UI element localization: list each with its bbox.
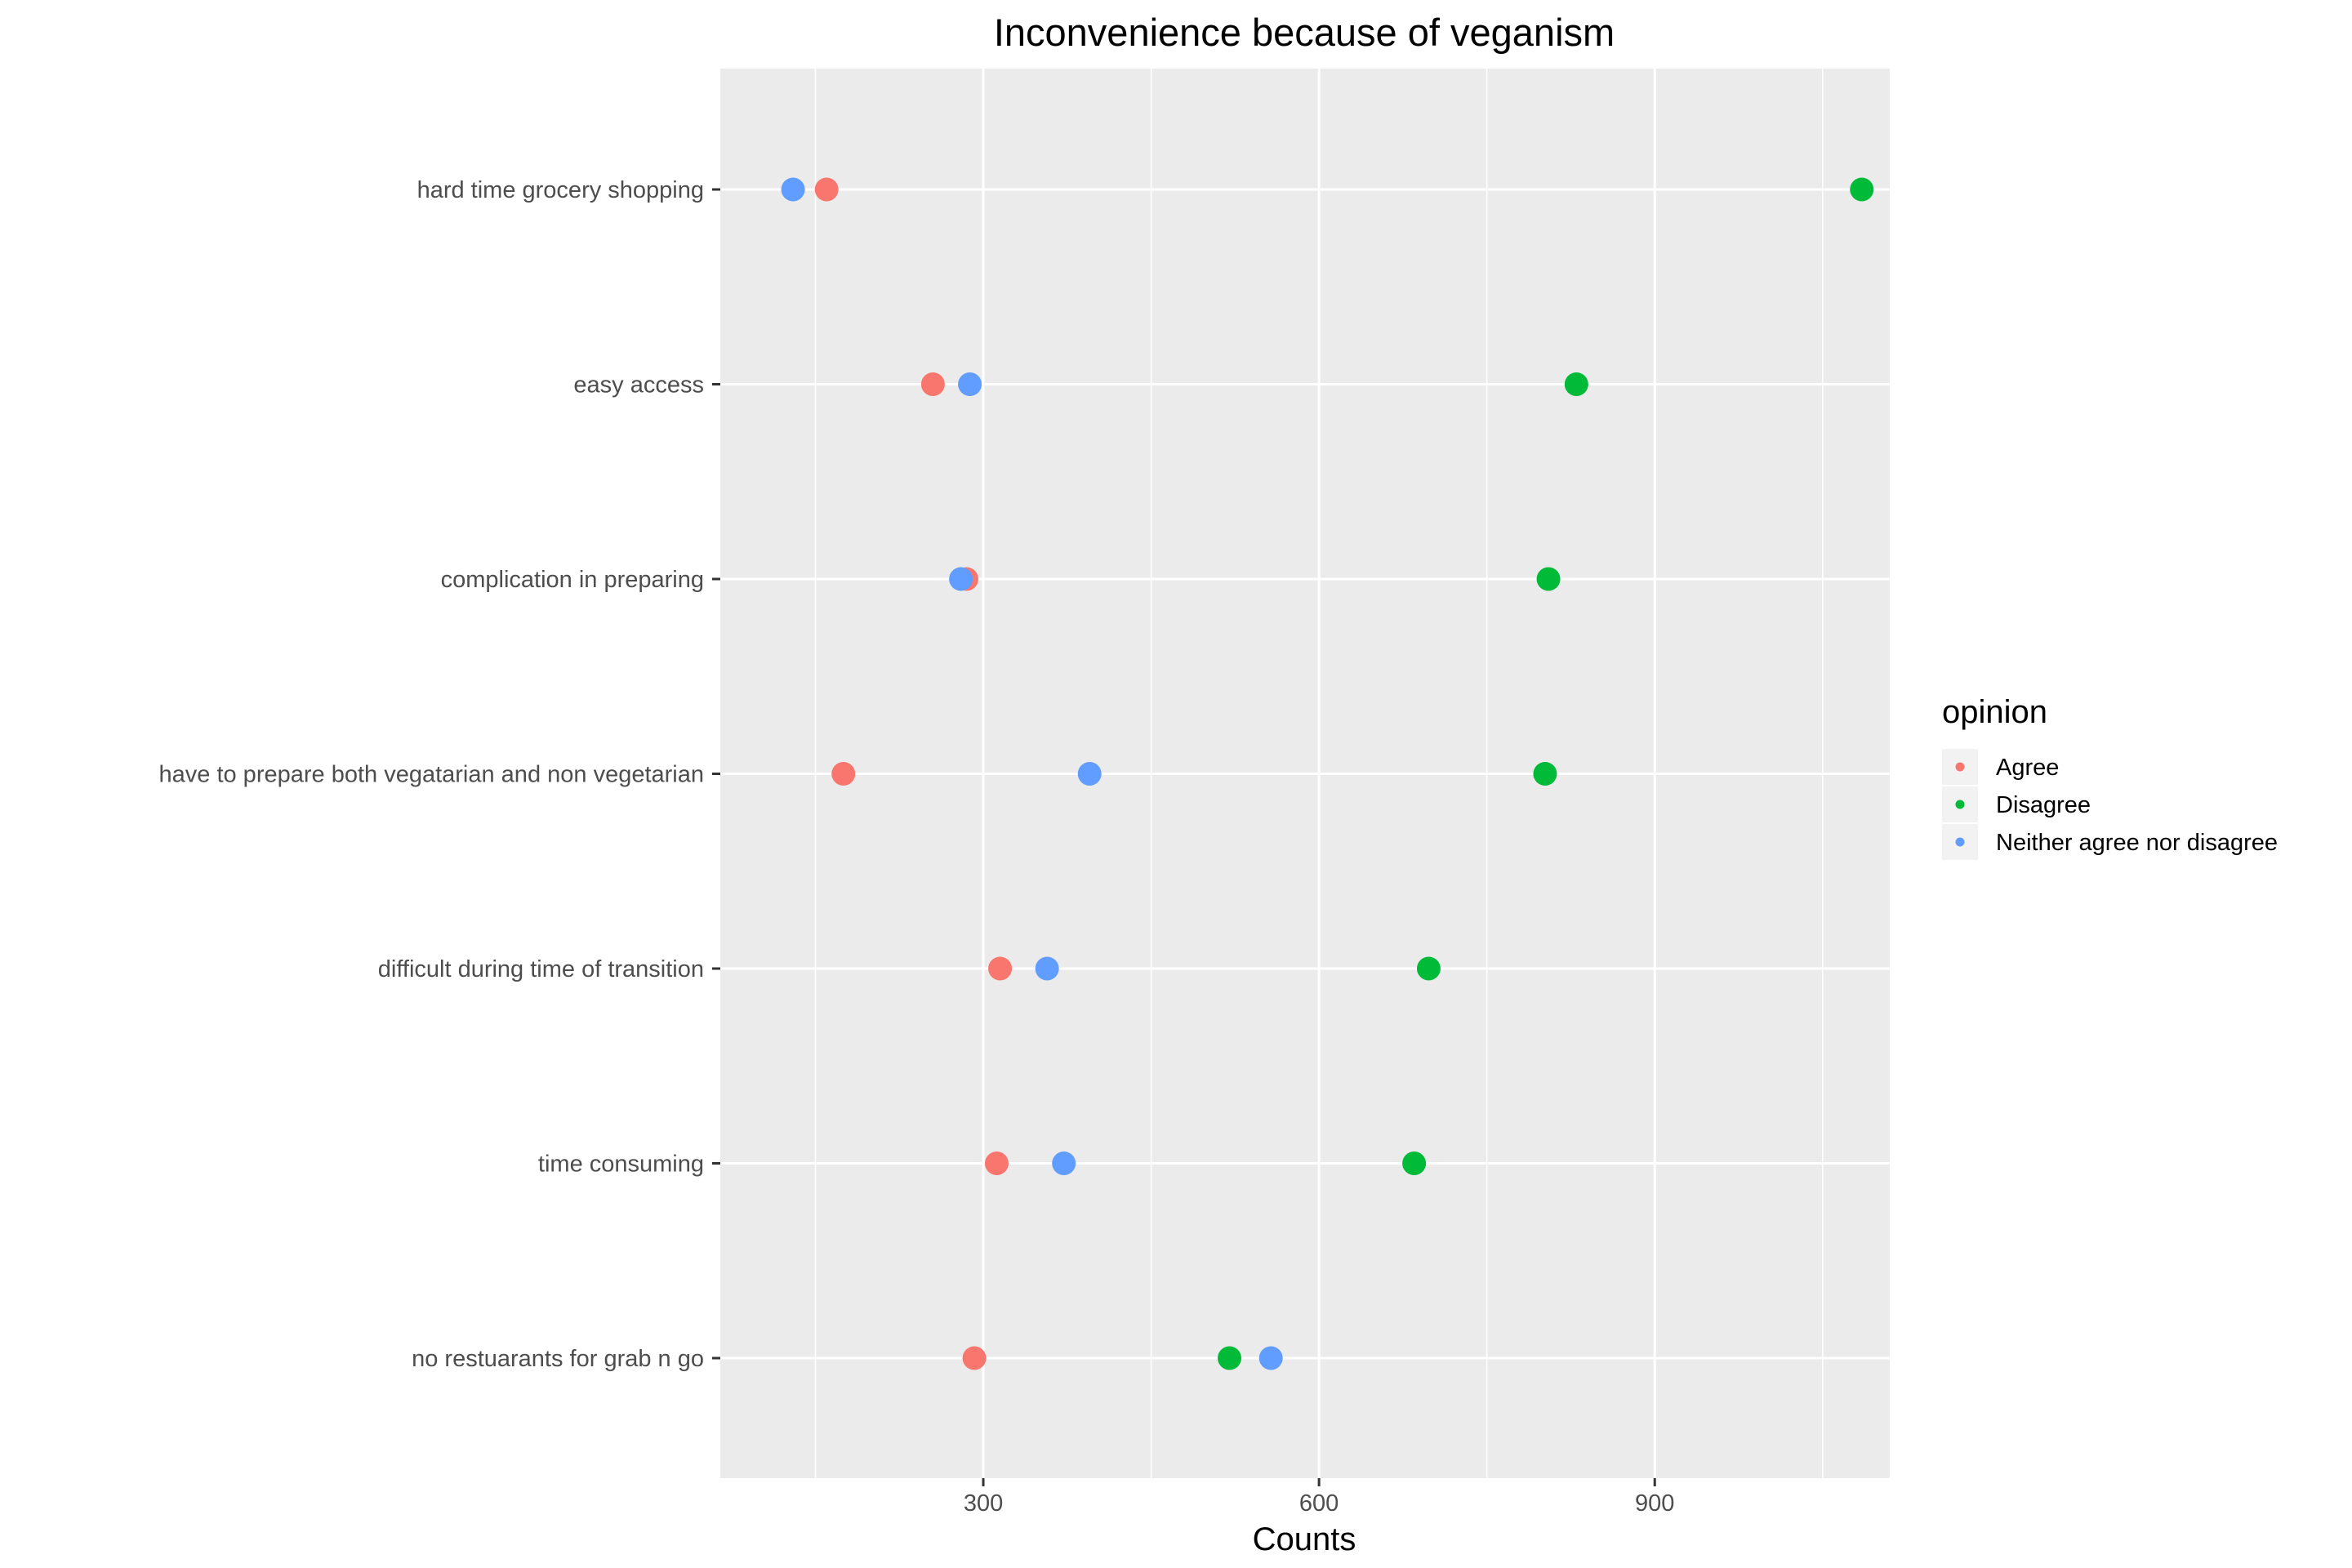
data-point [781, 177, 805, 202]
data-point [1052, 1152, 1076, 1175]
data-point [1850, 177, 1874, 202]
y-tick-label: time consuming [538, 1152, 704, 1178]
x-tick-label: 900 [1635, 1490, 1674, 1517]
data-point [1416, 956, 1441, 981]
data-point [988, 956, 1013, 981]
data-point [1218, 1346, 1242, 1370]
legend-title: opinion [1942, 694, 2047, 730]
x-axis-title: Counts [1253, 1521, 1356, 1557]
data-point [1258, 1346, 1283, 1370]
legend-key [1955, 800, 1965, 809]
data-point [1077, 762, 1102, 786]
legend-label: Disagree [1996, 792, 2091, 818]
data-point [1533, 762, 1557, 786]
data-point [831, 762, 856, 786]
y-tick-label: complication in preparing [441, 567, 704, 593]
x-tick-label: 600 [1299, 1490, 1339, 1517]
legend-label: Agree [1996, 755, 2059, 781]
data-point [1035, 956, 1059, 981]
chart-title: Inconvenience because of veganism [994, 11, 1615, 54]
legend-label: Neither agree nor disagree [1996, 830, 2278, 856]
data-point [920, 372, 945, 396]
data-point [962, 1346, 987, 1370]
data-point [949, 567, 973, 591]
x-tick-label: 300 [964, 1490, 1003, 1517]
data-point [1402, 1152, 1427, 1175]
y-tick-label: no restuarants for grab n go [412, 1346, 704, 1372]
data-point [958, 372, 982, 396]
x-axis: 300 600 900 [964, 1478, 1674, 1517]
y-tick-label: hard time grocery shopping [417, 177, 704, 203]
legend-key [1955, 837, 1965, 847]
data-points [781, 177, 1874, 1370]
y-tick-label: have to prepare both vegatarian and non … [159, 762, 705, 788]
y-axis: hard time grocery shopping easy access com… [159, 177, 720, 1372]
y-tick-label: easy access [573, 372, 704, 399]
y-tick-label: difficult during time of transition [378, 956, 704, 982]
data-point [984, 1152, 1009, 1175]
data-point [1564, 372, 1588, 396]
data-point [1536, 567, 1561, 591]
data-point [814, 177, 839, 202]
legend-key [1955, 762, 1965, 772]
legend: opinion Agree Disagree Neither agree nor d… [1942, 694, 2278, 860]
grid-lines [720, 69, 1890, 1478]
